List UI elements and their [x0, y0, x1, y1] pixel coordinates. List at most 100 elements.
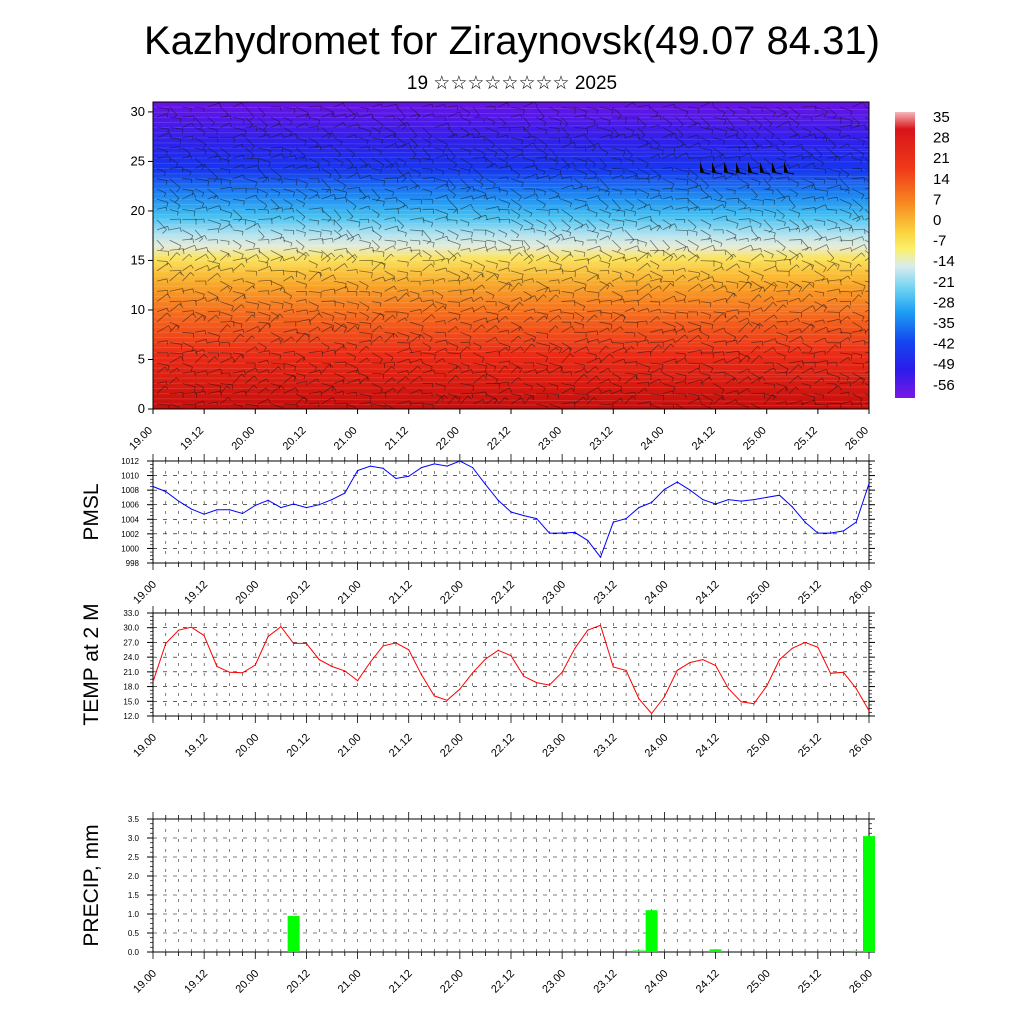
- wind-barb-flag: [747, 357, 750, 363]
- x-tick-label: 22.00: [438, 732, 466, 760]
- data-point: [408, 475, 410, 477]
- wind-barb-flag: [523, 246, 526, 252]
- wind-barb: [776, 209, 785, 216]
- wind-barb-flag: [256, 254, 260, 260]
- wind-barb-flag: [735, 339, 738, 345]
- wind-barb: [738, 322, 749, 333]
- wind-barb-flag: [821, 162, 824, 167]
- wind-barb: [725, 197, 739, 200]
- wind-barb: [801, 323, 812, 333]
- wind-barb: [826, 226, 840, 231]
- wind-barb: [801, 361, 815, 364]
- wind-barb: [751, 286, 764, 292]
- wind-barb-flag: [429, 337, 433, 342]
- wind-barb-flag: [858, 294, 862, 298]
- wind-barb: [194, 235, 205, 241]
- wind-barb-flag: [255, 182, 258, 187]
- wind-barb-flag: [642, 125, 647, 130]
- wind-barb: [460, 369, 472, 374]
- wind-barb-flag: [695, 232, 698, 236]
- wind-barb-flag: [204, 150, 207, 155]
- wind-barb: [232, 229, 244, 232]
- wind-barb: [510, 362, 522, 369]
- wind-barb: [359, 372, 369, 378]
- wind-barb: [510, 126, 525, 128]
- wind-barb-flag: [733, 293, 738, 297]
- wind-barb-flag: [261, 114, 266, 118]
- wind-barb: [725, 390, 738, 395]
- wind-barb: [599, 338, 611, 343]
- wind-barb: [182, 310, 194, 313]
- wind-barb: [510, 198, 522, 207]
- data-point: [817, 646, 819, 648]
- contour-line: [153, 306, 869, 310]
- wind-barb-flag: [558, 195, 561, 201]
- wind-barb: [561, 371, 572, 374]
- wind-barb-flag: [620, 190, 622, 195]
- data-point: [651, 501, 653, 504]
- wind-barb-flag: [558, 279, 560, 284]
- wind-barb-flag: [838, 385, 843, 391]
- wind-barb: [270, 178, 283, 180]
- wind-barb: [599, 367, 609, 374]
- data-point: [830, 532, 832, 534]
- wind-barb: [308, 194, 318, 200]
- wind-barb-flag: [179, 139, 182, 144]
- wind-barb-flag: [466, 274, 470, 279]
- wind-barb: [738, 403, 749, 408]
- wind-barb-flag: [257, 304, 259, 310]
- contour-line: [153, 367, 869, 372]
- y-tick-label: 0: [138, 401, 145, 416]
- wind-barb: [713, 137, 725, 141]
- wind-barb-flag: [856, 123, 860, 127]
- data-point: [356, 680, 359, 682]
- wind-barb-flag: [316, 378, 320, 383]
- wind-barb: [687, 367, 699, 374]
- wind-barb-flag: [202, 144, 207, 150]
- wind-barb: [219, 324, 228, 333]
- wind-barb-flag: [873, 359, 874, 362]
- wind-barb-flag: [321, 350, 324, 357]
- wind-barb: [283, 188, 295, 193]
- wind-barb-flag: [507, 381, 510, 387]
- wind-barb: [548, 147, 558, 158]
- wind-barb-flag: [163, 172, 166, 176]
- wind-barb: [220, 383, 233, 386]
- wind-barb-flag: [508, 245, 512, 252]
- wind-barb: [308, 271, 319, 282]
- wind-barb: [738, 335, 746, 343]
- wind-barb: [839, 304, 849, 313]
- wind-barb-flag: [292, 191, 295, 197]
- data-point: [548, 684, 550, 686]
- wind-barb: [245, 403, 258, 407]
- wind-barb-flag: [620, 326, 624, 331]
- wind-barb-flag: [782, 153, 786, 158]
- wind-barb-flag: [452, 194, 456, 199]
- wind-barb-flag: [530, 224, 534, 230]
- wind-barb: [637, 127, 646, 136]
- wind-barb: [801, 184, 814, 190]
- wind-barb: [485, 372, 498, 380]
- wind-barb: [687, 206, 699, 210]
- wind-barb-flag: [190, 264, 194, 269]
- wind-barb: [814, 219, 826, 223]
- wind-barb-flag: [632, 161, 635, 165]
- wind-barb-flag: [722, 140, 725, 146]
- wind-barb: [510, 270, 524, 275]
- wind-barb: [586, 219, 597, 229]
- wind-barb: [422, 168, 433, 170]
- wind-barb: [624, 299, 639, 302]
- wind-barb: [662, 239, 670, 248]
- wind-barb-flag: [166, 113, 169, 118]
- wind-barb-flag: [332, 112, 335, 118]
- wind-barb: [675, 372, 687, 377]
- wind-barb: [460, 307, 473, 313]
- wind-barb-flag: [520, 346, 524, 351]
- wind-barb: [346, 280, 359, 287]
- wind-barb: [498, 218, 510, 221]
- wind-barb-flag: [709, 302, 712, 308]
- wind-barb-flag: [782, 142, 785, 147]
- wind-barb-flag: [342, 102, 346, 107]
- wind-barb: [156, 312, 168, 323]
- wind-barb: [498, 157, 508, 163]
